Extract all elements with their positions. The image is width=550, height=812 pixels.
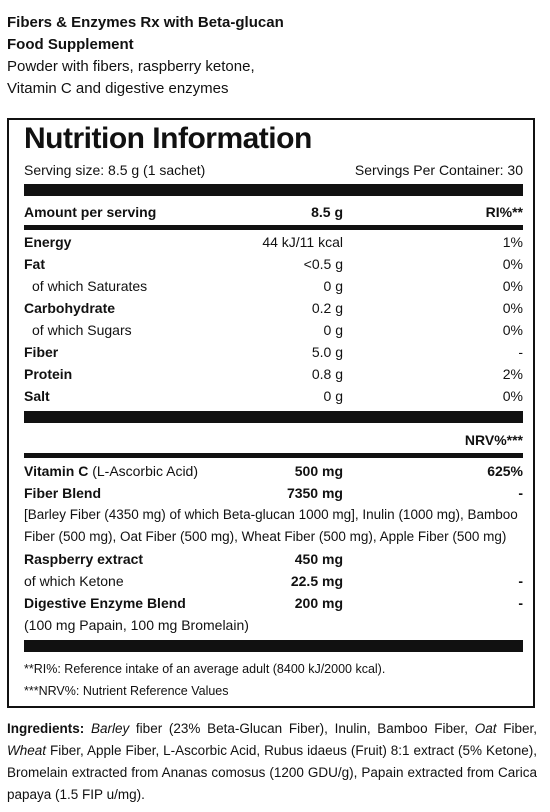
nutrient-ri: 0% [502, 278, 523, 294]
ingredient-nrv: 625% [487, 463, 523, 479]
nutrient-ri: 0% [502, 300, 523, 316]
column-header-row: Amount per serving 8.5 g RI%** [24, 201, 523, 223]
nutrition-panel: Nutrition Information Serving size: 8.5 … [7, 118, 535, 708]
ingredient-wheat: Wheat [7, 743, 47, 758]
ingredient-nrv: - [518, 595, 523, 611]
ingredient-name: Fiber Blend [24, 485, 102, 501]
nutrient-value: 0.2 g [311, 300, 343, 316]
nutrient-ri: 0% [502, 388, 523, 404]
nutrient-name: of which Saturates [32, 278, 148, 294]
ingredient-nrv: - [518, 485, 523, 501]
table-row: Energy 44 kJ/11 kcal 1% [24, 231, 523, 253]
nutrient-name: Energy [24, 234, 72, 250]
nutrient-name: Fiber [24, 344, 59, 360]
nutrient-name: Fat [24, 256, 45, 272]
divider-medium [24, 225, 523, 230]
nrv-header: NRV%*** [464, 432, 523, 448]
divider-medium [24, 453, 523, 458]
table-row: Salt 0 g 0% [24, 385, 523, 407]
ingredient-name: Digestive Enzyme Blend [24, 595, 186, 611]
table-row: Raspberry extract 450 mg [24, 548, 523, 570]
table-row: Fiber Blend 7350 mg - [24, 482, 523, 504]
ingredients-text: Fiber, Apple Fiber, L-Ascorbic Acid, Rub… [7, 743, 537, 802]
nutrient-name: of which Sugars [32, 322, 132, 338]
nutrient-value: 44 kJ/11 kcal [262, 234, 343, 250]
ingredient-oat: Oat [474, 721, 497, 736]
ingredient-value: 22.5 mg [290, 573, 343, 589]
ingredient-value: 500 mg [294, 463, 343, 479]
nutrient-ri: 0% [502, 256, 523, 272]
table-row: Fat <0.5 g 0% [24, 253, 523, 275]
footnote-nrv: ***NRV%: Nutrient Reference Values [24, 684, 229, 698]
product-description-line2: Vitamin C and digestive enzymes [7, 80, 229, 97]
nrv-header-row: NRV%*** [24, 429, 523, 451]
fiber-blend-detail: [Barley Fiber (4350 mg) of which Beta-gl… [24, 504, 523, 548]
divider-thick [24, 411, 523, 423]
nutrient-ri: 2% [502, 366, 523, 382]
nutrient-value: 0 g [323, 388, 343, 404]
amount-per-serving-label: Amount per serving [24, 204, 157, 220]
product-description-line1: Powder with fibers, raspberry ketone, [7, 58, 255, 75]
serving-quantity: 8.5 g [311, 204, 343, 220]
enzyme-blend-detail: (100 mg Papain, 100 mg Bromelain) [24, 617, 249, 633]
table-row: Digestive Enzyme Blend 200 mg - [24, 592, 523, 614]
table-row: of which Sugars 0 g 0% [24, 319, 523, 341]
servings-per-container: Servings Per Container: 30 [354, 162, 523, 178]
ingredients-text: fiber (23% Beta-Glucan Fiber), Inulin, B… [129, 721, 475, 736]
product-category: Food Supplement [7, 36, 134, 53]
ingredient-name: Vitamin C [24, 463, 89, 479]
divider-thick [24, 640, 523, 652]
ingredient-name: of which Ketone [24, 573, 124, 589]
fiber-blend-detail-line2: Fiber (500 mg), Oat Fiber (500 mg), Whea… [24, 529, 507, 544]
ingredients-list: Ingredients: Barley fiber (23% Beta-Gluc… [7, 718, 537, 806]
divider-thick [24, 184, 523, 196]
product-name: Fibers & Enzymes Rx with Beta-glucan [7, 14, 284, 31]
nutrient-ri: 1% [502, 234, 523, 250]
table-row: Carbohydrate 0.2 g 0% [24, 297, 523, 319]
serving-size: Serving size: 8.5 g (1 sachet) [24, 162, 206, 178]
nutrient-value: 0 g [323, 278, 343, 294]
table-row: Protein 0.8 g 2% [24, 363, 523, 385]
nutrient-name: Carbohydrate [24, 300, 116, 316]
nutrient-value: 5.0 g [311, 344, 343, 360]
ingredient-name: Raspberry extract [24, 551, 144, 567]
table-row: of which Saturates 0 g 0% [24, 275, 523, 297]
nutrient-name: Salt [24, 388, 50, 404]
footnote-ri: **RI%: Reference intake of an average ad… [24, 662, 386, 676]
nutrient-value: 0 g [323, 322, 343, 338]
product-header: Fibers & Enzymes Rx with Beta-glucan Foo… [7, 12, 284, 100]
ingredients-label: Ingredients: [7, 721, 85, 736]
nutrient-ri: 0% [502, 322, 523, 338]
ingredient-value: 7350 mg [286, 485, 343, 501]
ingredient-nrv: - [518, 573, 523, 589]
ingredients-text: Fiber, [496, 721, 537, 736]
ingredient-value: 200 mg [294, 595, 343, 611]
table-row: Vitamin C (L-Ascorbic Acid) 500 mg 625% [24, 460, 523, 482]
fiber-blend-detail-line1: [Barley Fiber (4350 mg) of which Beta-gl… [24, 507, 518, 522]
table-row: Fiber 5.0 g - [24, 341, 523, 363]
table-row: (100 mg Papain, 100 mg Bromelain) [24, 614, 523, 636]
nutrient-value: <0.5 g [303, 256, 343, 272]
ri-header: RI%** [485, 204, 523, 220]
ingredient-value: 450 mg [294, 551, 343, 567]
table-row: of which Ketone 22.5 mg - [24, 570, 523, 592]
panel-title: Nutrition Information [24, 122, 312, 155]
ingredient-barley: Barley [90, 721, 130, 736]
nutrient-ri: - [518, 344, 523, 360]
nutrient-name: Protein [24, 366, 73, 382]
nutrient-value: 0.8 g [311, 366, 343, 382]
ingredient-detail: (L-Ascorbic Acid) [88, 463, 199, 479]
